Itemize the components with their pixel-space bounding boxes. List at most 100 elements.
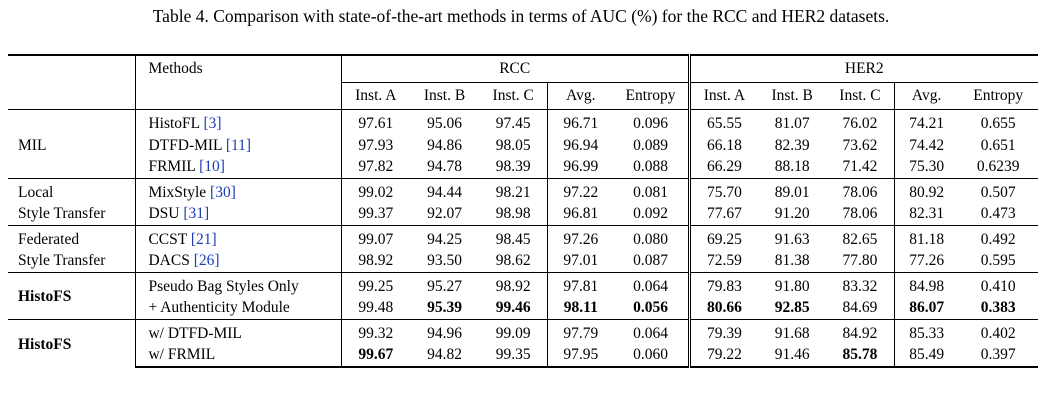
- method-name: w/ FRMIL: [148, 346, 216, 363]
- value-cell: 79.39: [687, 318, 759, 344]
- table-body: Methods RCC HER2 Inst. A Inst. B Inst. C…: [8, 54, 1038, 368]
- category-label: HistoFS: [18, 288, 72, 306]
- value-cell: 99.02: [340, 177, 410, 203]
- comparison-table: Methods RCC HER2 Inst. A Inst. B Inst. C…: [8, 54, 1038, 368]
- value-cell: 79.83: [687, 271, 759, 297]
- col-her2-entropy: Entropy: [958, 82, 1038, 110]
- value-cell: 69.25: [687, 224, 759, 250]
- value-cell: 94.96: [409, 318, 480, 344]
- method-cell: DTFD-MIL [11]: [135, 134, 342, 156]
- table-row: HistoFS w/ DTFD-MIL 99.32 94.96 99.09 97.79 0.…: [8, 318, 1038, 367]
- value-cell: 97.61: [340, 109, 410, 135]
- value-cell: 0.060: [613, 344, 689, 368]
- value-cell: 99.25: [340, 271, 410, 297]
- value-cell: 93.50: [427, 252, 462, 269]
- header-row-groups: Methods RCC HER2: [8, 54, 1038, 83]
- value-cell: 84.69: [842, 299, 878, 316]
- col-her2-inst-a: Inst. A: [687, 82, 759, 110]
- col-rcc-inst-a: Inst. A: [340, 82, 410, 110]
- citation-link[interactable]: [21]: [190, 230, 217, 248]
- value-cell: 94.78: [427, 158, 462, 175]
- category-label: Style Transfer: [18, 205, 106, 222]
- category-label: Style Transfer: [18, 252, 106, 269]
- citation-link[interactable]: [3]: [203, 115, 222, 132]
- value-cell: 91.20: [774, 205, 810, 222]
- value-cell: 99.67: [340, 344, 410, 368]
- category-label: Local: [18, 183, 54, 201]
- value-cell: 99.09: [479, 318, 548, 344]
- value-cell: 82.65: [826, 224, 895, 250]
- method-name: DACS: [148, 252, 194, 269]
- value-cell: 0.410: [958, 271, 1038, 297]
- method-name: DSU: [148, 205, 184, 222]
- value-cell: 92.07: [427, 205, 462, 222]
- value-cell: 0.080: [613, 224, 689, 250]
- value-cell: 98.98: [495, 205, 531, 222]
- value-cell: 95.39: [427, 299, 462, 316]
- col-rcc-entropy: Entropy: [613, 82, 689, 110]
- value-cell: 96.81: [547, 203, 614, 225]
- method-name: Pseudo Bag Styles Only: [148, 277, 299, 295]
- value-cell: 0.402: [958, 318, 1038, 344]
- value-cell: 84.92: [826, 318, 895, 344]
- value-cell: 92.85: [774, 299, 810, 316]
- value-cell: 98.11: [547, 297, 614, 319]
- value-cell: 98.21: [479, 177, 548, 203]
- value-cell: 97.93: [340, 134, 410, 156]
- header-row-columns: Inst. A Inst. B Inst. C Avg. Entropy Ins…: [8, 82, 1038, 110]
- method-cell: w/ DTFD-MIL: [135, 318, 342, 344]
- value-cell: 94.25: [409, 224, 480, 250]
- value-cell: 91.68: [758, 318, 827, 344]
- value-cell: 0.064: [613, 271, 689, 297]
- value-cell: 91.63: [758, 224, 827, 250]
- value-cell: 77.26: [893, 250, 959, 272]
- value-cell: 94.86: [427, 136, 462, 154]
- method-cell: DSU [31]: [135, 203, 342, 225]
- value-cell: 66.29: [687, 156, 759, 178]
- value-cell: 77.80: [842, 252, 878, 269]
- citation-link[interactable]: [10]: [199, 158, 225, 175]
- citation-link[interactable]: [11]: [225, 136, 252, 154]
- value-cell: 75.30: [893, 156, 959, 178]
- value-cell: 0.092: [633, 205, 668, 222]
- value-cell: 0.056: [633, 299, 668, 316]
- col-rcc-inst-b: Inst. B: [409, 82, 480, 110]
- value-cell: 0.081: [613, 177, 689, 203]
- value-cell: 86.07: [893, 297, 959, 319]
- value-cell: 0.089: [633, 136, 668, 154]
- value-cell: 96.94: [547, 134, 614, 156]
- value-cell: 0.064: [613, 318, 689, 344]
- citation-link[interactable]: [30]: [210, 183, 236, 201]
- category-label: MIL: [18, 136, 47, 154]
- table-row: DTFD-MIL [11] 97.93 94.86 98.05 96.94 0.089 66…: [8, 134, 1038, 156]
- method-cell: + Authenticity Module: [135, 297, 342, 319]
- col-rcc-avg: Avg.: [547, 82, 614, 110]
- value-cell: 88.18: [774, 158, 810, 175]
- method-cell: HistoFL [3]: [135, 109, 342, 135]
- citation-link[interactable]: [31]: [183, 205, 210, 222]
- value-cell: 85.78: [826, 344, 895, 368]
- value-cell: 81.18: [893, 224, 959, 250]
- category-cell: Federated Style Transfer: [8, 224, 136, 272]
- value-cell: 85.49: [893, 344, 959, 368]
- col-her2-inst-c: Inst. C: [826, 82, 895, 110]
- value-cell: 99.48: [340, 297, 410, 319]
- value-cell: 72.59: [687, 250, 759, 272]
- category-cell: Local Style Transfer: [8, 177, 136, 225]
- method-name: MixStyle: [148, 183, 211, 201]
- value-cell: 98.92: [340, 250, 410, 272]
- value-cell: 81.38: [774, 252, 810, 269]
- value-cell: 0.087: [633, 252, 668, 269]
- category-label: HistoFS: [18, 335, 72, 353]
- value-cell: 80.92: [893, 177, 959, 203]
- method-name: + Authenticity Module: [148, 299, 290, 316]
- table-row: Federated Style Transfer CCST [21] 99.07 94.…: [8, 224, 1038, 272]
- value-cell: 0.595: [980, 252, 1016, 269]
- header-methods: Methods: [135, 54, 342, 83]
- value-cell: 98.45: [479, 224, 548, 250]
- citation-link[interactable]: [26]: [193, 252, 220, 269]
- value-cell: 80.66: [687, 297, 759, 319]
- value-cell: 84.98: [893, 271, 959, 297]
- category-label: Federated: [18, 230, 80, 248]
- method-name: w/ DTFD-MIL: [148, 324, 242, 342]
